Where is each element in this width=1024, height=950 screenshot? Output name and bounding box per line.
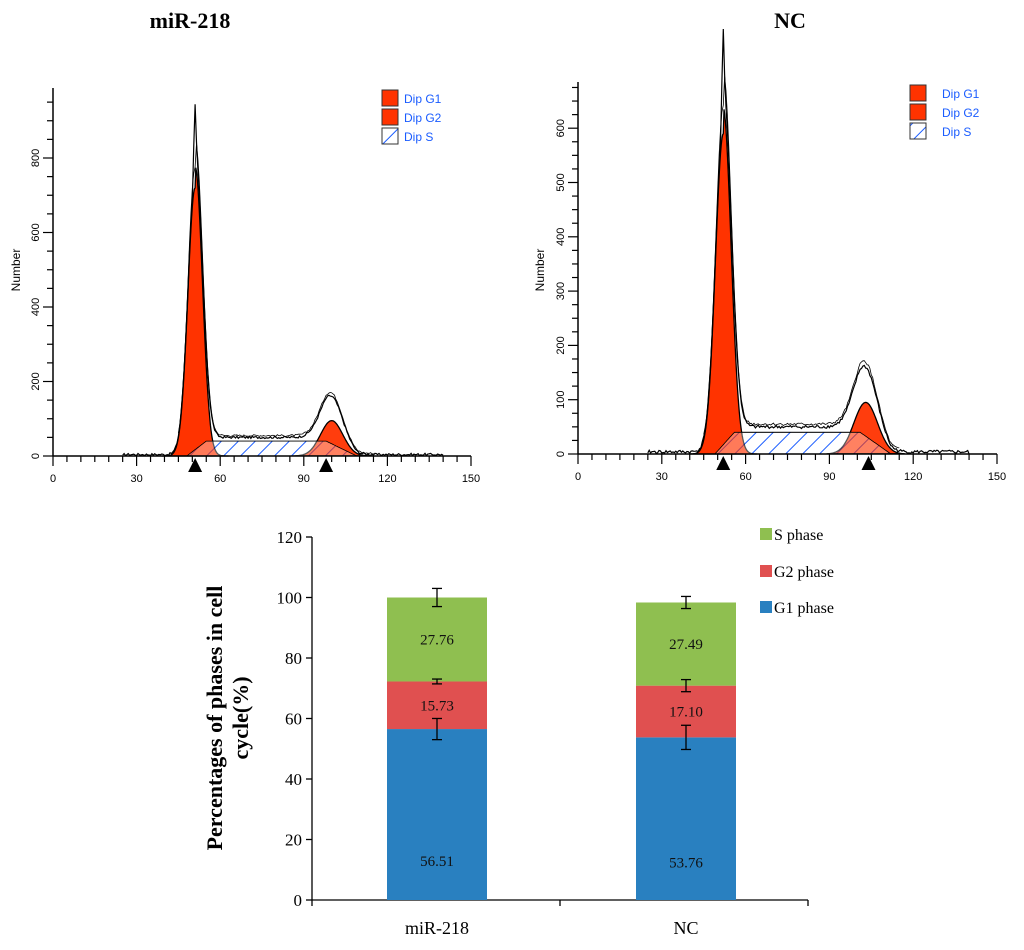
x-tick-label: 30	[656, 471, 668, 483]
data-label: 56.51	[420, 854, 454, 870]
y-axis-label-line1: Percentages of phases in cell	[202, 586, 227, 851]
histogram-outline	[122, 104, 444, 457]
data-label: 15.73	[420, 698, 454, 714]
y-tick-label: 40	[285, 770, 302, 789]
histogram-title: NC	[774, 8, 806, 33]
y-axis-label: Number	[9, 249, 23, 292]
peak-marker-icon	[861, 456, 876, 470]
legend-label-g1: Dip G1	[942, 87, 980, 101]
x-tick-label: 30	[130, 473, 142, 485]
data-label: 17.10	[669, 705, 703, 721]
histogram-outline-secondary	[703, 76, 900, 449]
legend-swatch-g2-phase	[760, 565, 772, 577]
error-bar	[432, 717, 442, 741]
x-tick-label: 90	[298, 473, 310, 485]
dip-s-overlay	[714, 431, 893, 455]
histogram-title: miR-218	[150, 8, 231, 33]
error-bar	[681, 595, 691, 610]
y-tick-label: 100	[277, 589, 303, 608]
y-axis-label-line2: cycle(%)	[228, 676, 253, 759]
y-tick-label: 200	[30, 372, 42, 390]
x-tick-label: 150	[988, 471, 1006, 483]
legend: Dip G1 Dip G2 Dip S	[381, 89, 442, 145]
y-tick-label: 300	[555, 282, 567, 300]
y-tick-label: 400	[30, 298, 42, 316]
legend-swatch-g2	[909, 103, 927, 121]
dip-s-overlay	[186, 440, 357, 457]
legend-label-g2-phase: G2 phase	[774, 564, 834, 581]
bar-segment-s-phase	[387, 597, 487, 682]
y-axis-label: Number	[533, 249, 547, 292]
x-tick-label: 150	[462, 473, 480, 485]
legend: Dip G1 Dip G2 Dip S	[909, 84, 980, 140]
plot-area: 0 30 60 90 120 150 0 100 200 300 400 500 600	[555, 28, 1006, 483]
legend-label-s: Dip S	[404, 130, 433, 144]
legend-swatch-s-phase	[760, 528, 772, 540]
stacked-bar-chart: Percentages of phases in cell cycle(%) 0…	[202, 527, 834, 938]
y-tick-label: 500	[555, 173, 567, 191]
x-tick-label: NC	[673, 918, 698, 938]
y-tick-label: 800	[30, 149, 42, 167]
legend-label-g1-phase: G1 phase	[774, 600, 834, 617]
error-bar	[432, 587, 442, 608]
y-tick-label: 200	[555, 336, 567, 354]
bar-segment-s-phase	[636, 602, 736, 686]
x-tick-label: 60	[739, 471, 751, 483]
y-tick-label: 0	[555, 451, 567, 457]
data-label: 53.76	[669, 855, 703, 871]
legend-swatch-g1	[381, 89, 399, 107]
error-bar	[681, 678, 691, 693]
x-tick-label: 120	[378, 473, 396, 485]
data-label: 27.49	[669, 637, 703, 653]
histogram-outline-secondary	[178, 143, 374, 455]
legend-label-g2: Dip G2	[404, 111, 442, 125]
legend-label-g1: Dip G1	[404, 92, 442, 106]
legend-swatch-s	[381, 127, 399, 145]
y-tick-label: 0	[294, 891, 303, 910]
y-tick-label: 600	[30, 223, 42, 241]
y-tick-label: 20	[285, 831, 302, 850]
histogram-outline	[647, 28, 970, 455]
histogram-mir218: miR-218 Number 0 30 60 90 120 150 0 200 400 600 80…	[9, 8, 480, 485]
x-tick-label: 0	[50, 473, 56, 485]
x-tick-label: 0	[575, 471, 581, 483]
legend-label-s: Dip S	[942, 125, 971, 139]
peak-marker-icon	[319, 458, 334, 472]
dip-g1-peak	[161, 167, 229, 457]
x-tick-label: 120	[904, 471, 922, 483]
legend-swatch-g1	[909, 84, 927, 102]
error-bar	[681, 724, 691, 751]
y-tick-label: 0	[30, 453, 42, 459]
x-tick-label: 60	[214, 473, 226, 485]
plot-area: 0 20 40 60 80 100 120 miR-218 NC 56.51 15.73 27.76 5…	[277, 528, 809, 938]
y-tick-label: 60	[285, 710, 302, 729]
legend-swatch-g1-phase	[760, 601, 772, 613]
legend: S phase G2 phase G1 phase	[760, 527, 834, 617]
peak-marker-icon	[188, 458, 203, 472]
legend-label-s-phase: S phase	[774, 527, 823, 544]
bar-segment-g1-phase	[387, 729, 487, 900]
error-bar	[432, 678, 442, 685]
peak-marker-icon	[716, 456, 731, 470]
x-tick-label: 90	[823, 471, 835, 483]
legend-label-g2: Dip G2	[942, 106, 980, 120]
dip-g1-peak	[689, 109, 757, 455]
x-tick-label: miR-218	[405, 918, 469, 938]
y-tick-label: 400	[555, 228, 567, 246]
y-tick-label: 120	[277, 528, 303, 547]
data-label: 27.76	[420, 632, 454, 648]
legend-swatch-s	[909, 122, 927, 140]
legend-swatch-g2	[381, 108, 399, 126]
y-tick-label: 100	[555, 391, 567, 409]
plot-area: 0 30 60 90 120 150 0 200 400 600 800	[30, 88, 480, 485]
y-tick-label: 80	[285, 649, 302, 668]
histogram-nc: NC Number 0 30 60 90 120 150 0 100 200 300 400 500 6…	[533, 8, 1006, 483]
bar-segment-g1-phase	[636, 737, 736, 900]
y-tick-label: 600	[555, 119, 567, 137]
